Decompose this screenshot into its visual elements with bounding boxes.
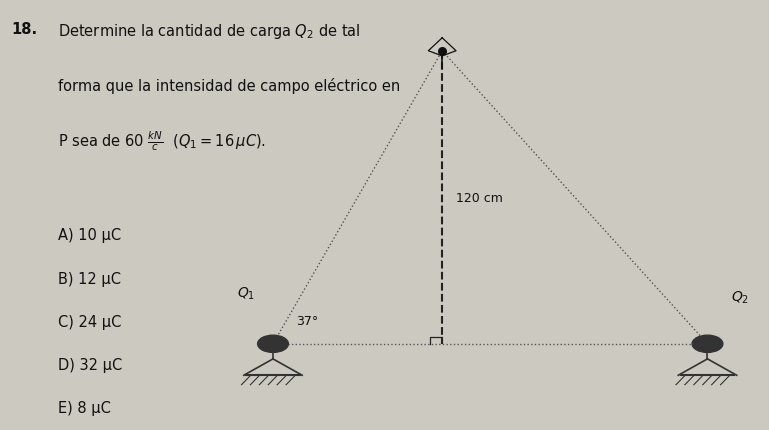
- Text: E) 8 μC: E) 8 μC: [58, 400, 111, 415]
- Text: Determine la cantidad de carga $Q_2$ de tal: Determine la cantidad de carga $Q_2$ de …: [58, 22, 360, 40]
- Text: 120 cm: 120 cm: [456, 191, 503, 204]
- Text: A) 10 μC: A) 10 μC: [58, 228, 121, 243]
- Text: 18.: 18.: [12, 22, 38, 37]
- Text: $Q_1$: $Q_1$: [237, 285, 255, 301]
- Text: D) 32 μC: D) 32 μC: [58, 357, 122, 372]
- Text: C) 24 μC: C) 24 μC: [58, 314, 121, 329]
- Text: P sea de 60 $\frac{kN}{c}$  ($Q_1 = 16\,\mu C$).: P sea de 60 $\frac{kN}{c}$ ($Q_1 = 16\,\…: [58, 129, 266, 152]
- Text: B) 12 μC: B) 12 μC: [58, 271, 121, 286]
- Text: forma que la intensidad de campo eléctrico en: forma que la intensidad de campo eléctri…: [58, 77, 400, 93]
- Text: $Q_2$: $Q_2$: [731, 289, 749, 305]
- Circle shape: [258, 335, 288, 353]
- Circle shape: [692, 335, 723, 353]
- Text: 37°: 37°: [296, 314, 318, 327]
